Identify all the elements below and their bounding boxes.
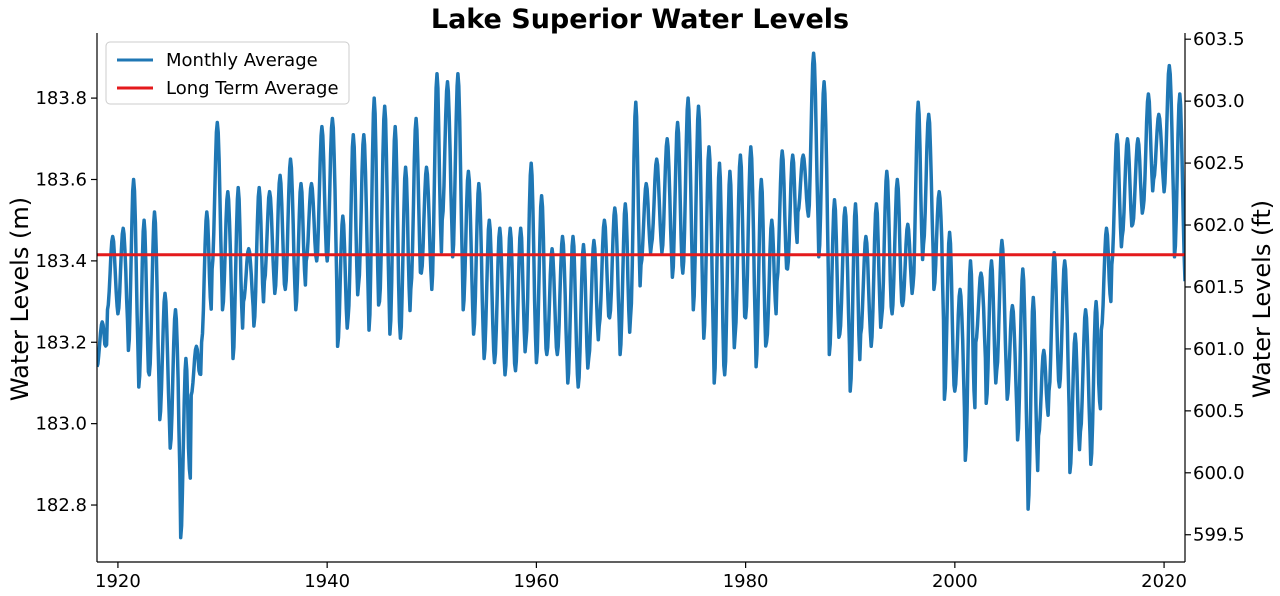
y-axis-label-left: Water Levels (m): [6, 197, 34, 401]
y-tick-label-left: 183.8: [35, 88, 87, 109]
legend-label: Monthly Average: [166, 50, 318, 71]
legend-label: Long Term Average: [166, 78, 339, 99]
y-axis-label-right: Water Levels (ft): [1248, 200, 1276, 398]
y-tick-label-left: 183.4: [35, 251, 87, 272]
legend-box: [105, 41, 350, 105]
y-tick-label-right: 601.0: [1193, 339, 1245, 360]
y-tick-label-right: 600.5: [1193, 401, 1245, 422]
series-monthly-average: [97, 51, 1185, 540]
y-tick-label-right: 602.5: [1193, 153, 1245, 174]
plot-area: [97, 51, 1185, 540]
y-tick-label-left: 183.6: [35, 169, 87, 190]
y-tick-label-left: 183.0: [35, 414, 87, 435]
x-tick-label: 2020: [1141, 571, 1187, 592]
y-tick-label-right: 601.5: [1193, 277, 1245, 298]
y-tick-label-right: 603.0: [1193, 91, 1245, 112]
chart-title: Lake Superior Water Levels: [431, 4, 849, 35]
y-tick-label-left: 183.2: [35, 332, 87, 353]
x-tick-label: 1960: [513, 571, 559, 592]
x-tick-label: 2000: [932, 571, 978, 592]
legend: Monthly Average Long Term Average: [105, 41, 350, 105]
y-tick-label-right: 600.0: [1193, 463, 1245, 484]
y-tick-label-left: 182.8: [35, 495, 87, 516]
y-tick-label-right: 599.5: [1193, 525, 1245, 546]
axes: 1920 1940 1960 1980 2000 2020 182.8 183.0 183.2 1…: [35, 29, 1244, 592]
x-tick-label: 1940: [304, 571, 350, 592]
y-tick-label-right: 602.0: [1193, 215, 1245, 236]
y-tick-label-right: 603.5: [1193, 29, 1245, 50]
x-tick-label: 1980: [723, 571, 769, 592]
x-tick-label: 1920: [95, 571, 141, 592]
